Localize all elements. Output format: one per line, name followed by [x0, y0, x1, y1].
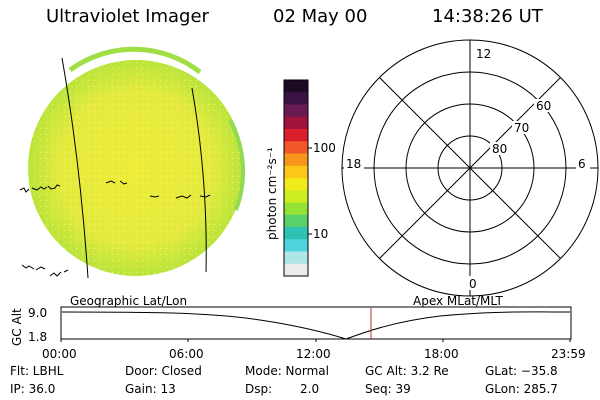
mlt-label-6: 6: [578, 157, 586, 171]
info-ip: IP: 36.0: [10, 382, 56, 396]
info-mode: Mode: Normal: [245, 364, 329, 378]
apex-label: Apex MLat/MLT: [413, 294, 503, 308]
colorbar-segment: [284, 129, 308, 142]
info-gc-alt: GC Alt: 3.2 Re: [365, 364, 449, 378]
colorbar-segment: [284, 190, 308, 203]
colorbar-segment: [284, 251, 308, 265]
mlt-label-12: 12: [476, 47, 491, 61]
lat-label-60: 60: [536, 99, 551, 113]
colorbar-segment: [284, 227, 308, 240]
lat-label-80: 80: [492, 142, 507, 156]
xtick-0600: 06:00: [169, 347, 204, 361]
info-glon: GLon: 285.7: [485, 382, 558, 396]
info-dsp-value: 2.0: [300, 382, 320, 396]
colorbar-label: photon cm⁻²s⁻¹: [265, 147, 279, 240]
colorbar: [283, 79, 312, 277]
colorbar-segment: [284, 104, 308, 118]
colorbar-segment: [284, 263, 308, 277]
colorbar-gradient: [284, 80, 308, 277]
info-glat: GLat: −35.8: [485, 364, 558, 378]
info-gain: Gain: 13: [125, 382, 176, 396]
altitude-curve: [61, 311, 571, 340]
colorbar-segment: [284, 178, 308, 191]
altitude-plot: [60, 306, 572, 342]
xtick-1200: 12:00: [296, 347, 331, 361]
info-door: Door: Closed: [125, 364, 202, 378]
mlt-label-18: 18: [346, 157, 361, 171]
colorbar-segment: [284, 141, 308, 154]
time-label: 14:38:26 UT: [432, 6, 543, 27]
info-flt: Flt: LBHL: [10, 364, 64, 378]
uv-image: [19, 46, 246, 279]
date-label: 02 May 00: [273, 6, 368, 27]
colorbar-segment: [284, 165, 308, 179]
alt-ylabel: GC Alt: [10, 308, 24, 346]
colorbar-segment: [284, 214, 308, 228]
alt-ytick-bottom: 1.8: [28, 330, 48, 344]
colorbar-segment: [284, 92, 308, 105]
colorbar-segment: [284, 239, 308, 252]
info-dsp-label: Dsp:: [245, 382, 273, 396]
alt-ytick-top: 9.0: [28, 306, 48, 320]
xtick-2359: 23:59: [551, 347, 586, 361]
longitude-lines: [61, 57, 207, 279]
colorbar-tick-10: 10: [313, 227, 329, 241]
colorbar-segment: [284, 80, 308, 93]
earth-disk: [28, 46, 246, 276]
xtick-0000: 00:00: [42, 347, 77, 361]
colorbar-segment: [284, 153, 308, 167]
geographic-label: Geographic Lat/Lon: [70, 294, 188, 308]
polar-diagonal-2: [379, 77, 561, 259]
mlt-label-0: 0: [469, 277, 477, 291]
colorbar-segment: [284, 116, 308, 130]
polar-plot: 12 18 6 0 60 70 80: [341, 39, 599, 297]
colorbar-segment: [284, 202, 308, 216]
coastline-fragments: [19, 180, 211, 277]
info-seq: Seq: 39: [365, 382, 411, 396]
colorbar-tick-100: 100: [313, 141, 336, 155]
lat-label-70: 70: [514, 121, 529, 135]
instrument-title: Ultraviolet Imager: [46, 6, 209, 27]
xtick-1800: 18:00: [424, 347, 459, 361]
